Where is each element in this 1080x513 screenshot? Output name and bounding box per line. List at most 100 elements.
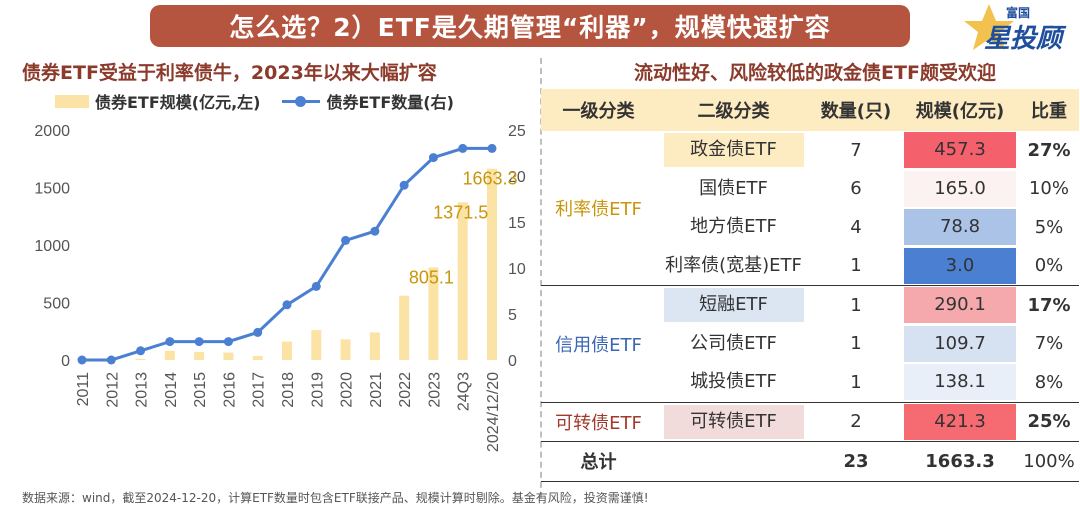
left-axis-tick: 500 xyxy=(43,296,70,313)
x-axis-tick: 2023 xyxy=(426,372,443,408)
scale-cell: 109.7 xyxy=(901,325,1019,364)
bar xyxy=(194,351,205,360)
bar xyxy=(369,332,380,360)
bar xyxy=(428,267,439,360)
scale-cell-text: 165.0 xyxy=(904,170,1016,207)
line-point xyxy=(370,226,380,236)
subtype-cell: 短融ETF xyxy=(656,285,811,325)
scale-cell-text: 421.3 xyxy=(904,403,1016,440)
line-point xyxy=(458,143,468,153)
share-cell: 17% xyxy=(1019,285,1079,325)
header-level1: 一级分类 xyxy=(541,89,656,131)
x-axis-tick: 2012 xyxy=(104,372,121,408)
x-axis-tick: 2022 xyxy=(397,372,414,408)
count-cell-text: 7 xyxy=(850,139,862,161)
count-cell-text: 1 xyxy=(850,255,862,277)
group-name-cell: 可转债ETF xyxy=(541,401,656,442)
etf-chart: 20001500100050002520151050805.11371.5166… xyxy=(34,123,526,452)
total-label-cell: 总计 xyxy=(541,441,656,482)
scale-cell: 165.0 xyxy=(901,170,1019,209)
count-cell: 1 xyxy=(811,363,901,402)
subtype-cell-text: 地方债ETF xyxy=(690,216,777,238)
header-share: 比重 xyxy=(1019,89,1079,131)
line-point xyxy=(194,337,204,347)
x-axis-tick: 2015 xyxy=(192,372,209,408)
group-name-cell: 利率债ETF xyxy=(555,199,642,220)
count-cell: 4 xyxy=(811,208,901,247)
share-cell: 0% xyxy=(1019,247,1079,286)
chart-title: 债券ETF受益于利率债牛，2023年以来大幅扩容 xyxy=(22,62,437,84)
share-cell-text: 17% xyxy=(1027,294,1071,316)
table-header-row: 一级分类 二级分类 数量(只) 规模(亿元) 比重 xyxy=(541,89,1079,131)
subtype-cell-text: 国债ETF xyxy=(699,177,768,199)
right-axis-tick: 5 xyxy=(508,307,517,324)
share-cell: 10% xyxy=(1019,170,1079,209)
share-cell-text: 0% xyxy=(1034,255,1064,277)
section-divider xyxy=(540,58,542,498)
x-axis-tick: 2024/12/20 xyxy=(485,372,502,452)
bar xyxy=(164,350,175,360)
etf-table: 一级分类 二级分类 数量(只) 规模(亿元) 比重 利率债ETF 政金债ETF 7 4… xyxy=(541,89,1079,482)
subtype-cell-text: 可转债ETF xyxy=(663,404,804,439)
logo-small-text: 富国 xyxy=(1006,6,1031,20)
total-row: 总计 23 1663.3 100% xyxy=(541,441,1079,482)
share-cell-text: 8% xyxy=(1034,371,1064,393)
left-axis-tick: 1000 xyxy=(34,238,70,255)
count-cell-text: 2 xyxy=(850,411,862,433)
left-axis-tick: 1500 xyxy=(34,181,70,198)
right-axis-tick: 10 xyxy=(508,261,526,278)
scale-cell: 290.1 xyxy=(901,285,1019,325)
right-axis-tick: 15 xyxy=(508,215,526,232)
share-cell-text: 25% xyxy=(1027,411,1071,433)
bar xyxy=(399,295,410,360)
bar xyxy=(311,330,322,360)
right-axis-tick: 0 xyxy=(508,353,517,370)
count-cell: 1 xyxy=(811,247,901,286)
count-cell-text: 1 xyxy=(850,371,862,393)
line-point xyxy=(77,355,87,365)
subtype-cell: 国债ETF xyxy=(656,170,811,209)
table-title: 流动性好、风险较低的政金债ETF颇受欢迎 xyxy=(634,62,996,84)
subtype-cell-text: 短融ETF xyxy=(663,288,804,323)
table-row: 可转债ETF 可转债ETF 2 421.3 25% xyxy=(541,401,1079,442)
bar xyxy=(282,341,292,360)
scale-cell: 78.8 xyxy=(901,208,1019,247)
header-level2: 二级分类 xyxy=(656,89,811,131)
scale-cell-text: 138.1 xyxy=(904,364,1016,401)
legend-line-swatch xyxy=(282,94,321,108)
line-point xyxy=(341,235,351,245)
footer-source: 数据来源：wind，截至2024-12-20，计算ETF数量时包含ETF联接产品… xyxy=(22,491,649,505)
table-row: 信用债ETF 短融ETF 1 290.1 17% xyxy=(541,285,1079,402)
total-share-cell: 100% xyxy=(1019,441,1079,482)
legend-bar-label: 债券ETF规模(亿元,左) xyxy=(95,93,261,112)
table-row: 利率债(宽基)ETF 1 3.0 0% xyxy=(541,247,1079,286)
line-point xyxy=(428,153,438,163)
bar xyxy=(487,168,497,360)
data-label: 1371.5 xyxy=(433,202,488,222)
share-cell-text: 10% xyxy=(1028,178,1069,200)
count-cell-text: 4 xyxy=(850,216,862,238)
header-scale: 规模(亿元) xyxy=(901,89,1019,131)
count-cell-text: 1 xyxy=(850,333,862,355)
bar xyxy=(135,358,146,360)
share-cell-text: 7% xyxy=(1034,333,1064,355)
line-point xyxy=(399,180,409,190)
scale-cell: 3.0 xyxy=(901,247,1019,286)
x-axis-tick: 2019 xyxy=(309,372,326,408)
subtype-cell: 政金债ETF xyxy=(656,131,811,170)
table-row: 国债ETF 6 165.0 10% xyxy=(541,170,1079,209)
x-axis-tick: 2017 xyxy=(251,372,268,408)
scale-cell-text: 109.7 xyxy=(904,325,1016,362)
bar xyxy=(457,202,468,360)
star-icon xyxy=(964,4,1014,50)
count-cell: 6 xyxy=(811,170,901,209)
count-cell-text: 1 xyxy=(850,294,862,316)
subtype-cell: 可转债ETF xyxy=(656,401,811,442)
brand-logo: 富国 星投顾 xyxy=(960,2,1076,54)
scale-cell-text: 78.8 xyxy=(904,209,1016,246)
scale-cell: 457.3 xyxy=(901,131,1019,170)
line-point xyxy=(311,281,321,291)
share-cell: 25% xyxy=(1019,401,1079,442)
count-cell: 1 xyxy=(811,285,901,325)
bar xyxy=(223,352,234,360)
